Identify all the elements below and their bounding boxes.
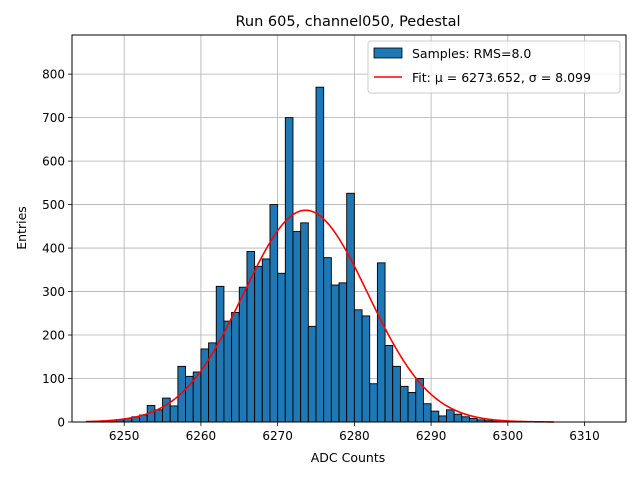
histogram-bar [461, 416, 470, 423]
histogram-bar [392, 365, 401, 423]
x-tick-label: 6300 [493, 429, 524, 443]
y-tick-label: 0 [57, 416, 65, 430]
x-tick-label: 6250 [109, 429, 140, 443]
histogram-bar [300, 222, 309, 423]
histogram-bar [277, 272, 286, 423]
legend-histogram-label: Samples: RMS=8.0 [412, 46, 531, 61]
plot-frame [71, 34, 627, 423]
histogram-bar [315, 86, 325, 423]
histogram-bar [430, 410, 440, 423]
y-tick-label: 600 [42, 155, 65, 169]
x-axis-ticks: 6250 6260 6270 6280 6290 6300 6310 [109, 422, 600, 443]
legend-fit-label: Fit: μ = 6273.652, σ = 8.099 [412, 70, 591, 85]
y-axis-ticks: 0 100 200 300 400 500 600 700 800 [42, 68, 72, 430]
histogram-bar [338, 282, 348, 423]
histogram-bar [154, 409, 163, 423]
histogram-bar [445, 409, 455, 423]
chart-title: Run 605, channel050, Pedestal [235, 14, 460, 30]
histogram-bar [407, 391, 417, 423]
histogram-bar [169, 405, 179, 423]
legend-histogram-swatch [373, 47, 403, 59]
histogram-bar [323, 257, 332, 423]
histogram-bar [422, 403, 432, 423]
histogram-bar [254, 265, 263, 423]
histogram-bar [292, 231, 302, 423]
histogram-bar [376, 262, 386, 423]
histogram-bar [330, 284, 340, 423]
histogram-bar [261, 258, 271, 423]
histogram-bar [453, 413, 463, 423]
histogram-bar [384, 345, 394, 423]
y-tick-label: 500 [42, 198, 65, 212]
y-tick-label: 200 [42, 329, 65, 343]
histogram-bar [307, 325, 317, 423]
x-tick-label: 6290 [416, 429, 447, 443]
histogram-bar [399, 385, 409, 423]
histogram-bar [238, 286, 248, 423]
histogram-bars [100, 86, 501, 423]
histogram-bar [284, 117, 294, 423]
y-tick-label: 100 [42, 372, 65, 386]
histogram-bar [438, 415, 447, 423]
histogram-bar [346, 192, 355, 423]
y-tick-label: 800 [42, 68, 65, 82]
histogram-bar [223, 320, 233, 423]
legend: Samples: RMS=8.0 Fit: μ = 6273.652, σ = … [367, 40, 621, 94]
histogram-bar [361, 315, 371, 423]
histogram-bar [177, 365, 187, 423]
y-tick-label: 400 [42, 242, 65, 256]
x-axis-label: ADC Counts [311, 450, 386, 465]
histogram-bar [162, 397, 171, 423]
fit-curve-group [85, 209, 554, 423]
x-tick-label: 6260 [186, 429, 217, 443]
y-axis-label: Entries [14, 206, 29, 250]
histogram-bar [215, 285, 225, 423]
fit-curve [85, 209, 554, 423]
x-tick-label: 6310 [569, 429, 600, 443]
x-tick-label: 6280 [339, 429, 370, 443]
histogram-bar [231, 311, 240, 423]
legend-box [367, 40, 621, 94]
histogram-bar [353, 309, 363, 423]
y-tick-label: 700 [42, 111, 65, 125]
x-tick-label: 6270 [262, 429, 293, 443]
histogram-bar [369, 383, 378, 423]
histogram-bar [469, 418, 478, 423]
y-tick-label: 300 [42, 285, 65, 299]
